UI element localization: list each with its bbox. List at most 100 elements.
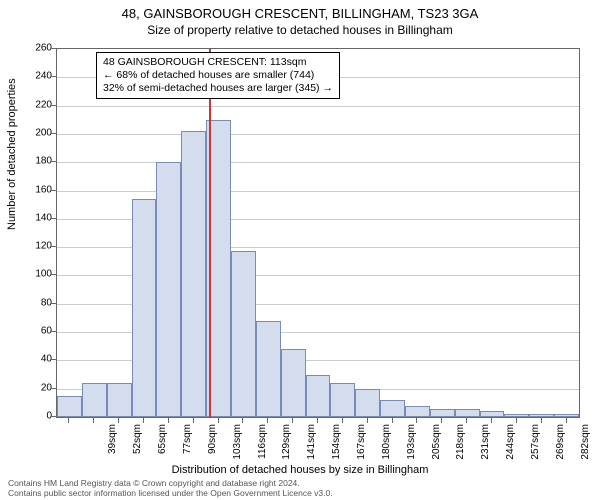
x-tick-mark xyxy=(491,418,492,423)
bar xyxy=(181,131,206,417)
x-tick-mark xyxy=(416,418,417,423)
x-tick-mark xyxy=(566,418,567,423)
bar xyxy=(306,375,331,417)
bar xyxy=(231,251,256,417)
y-tick-mark xyxy=(51,331,56,332)
x-tick-mark xyxy=(392,418,393,423)
gridline xyxy=(57,106,579,107)
bar xyxy=(480,411,505,417)
marker-line xyxy=(209,49,211,417)
y-tick-label: 140 xyxy=(22,212,52,223)
x-tick-label: 282sqm xyxy=(580,424,591,466)
x-tick-label: 180sqm xyxy=(381,424,392,466)
plot-area xyxy=(56,48,580,418)
x-tick-label: 141sqm xyxy=(306,424,317,466)
x-tick-label: 205sqm xyxy=(431,424,442,466)
y-tick-label: 240 xyxy=(22,71,52,82)
x-tick-label: 77sqm xyxy=(182,424,193,466)
y-tick-label: 0 xyxy=(22,411,52,422)
x-tick-label: 65sqm xyxy=(157,424,168,466)
x-tick-label: 269sqm xyxy=(555,424,566,466)
y-axis-label: Number of detached properties xyxy=(6,78,18,230)
x-tick-label: 167sqm xyxy=(356,424,367,466)
x-tick-mark xyxy=(292,418,293,423)
bar xyxy=(256,321,281,417)
x-tick-mark xyxy=(68,418,69,423)
gridline xyxy=(57,134,579,135)
chart-title: 48, GAINSBOROUGH CRESCENT, BILLINGHAM, T… xyxy=(0,0,600,21)
y-tick-mark xyxy=(51,359,56,360)
x-tick-mark xyxy=(367,418,368,423)
y-tick-label: 200 xyxy=(22,127,52,138)
y-tick-mark xyxy=(51,218,56,219)
bar xyxy=(554,414,579,417)
y-tick-label: 260 xyxy=(22,43,52,54)
x-tick-mark xyxy=(342,418,343,423)
annotation-line1: 48 GAINSBOROUGH CRESCENT: 113sqm xyxy=(103,56,333,69)
y-tick-mark xyxy=(51,133,56,134)
x-tick-label: 52sqm xyxy=(132,424,143,466)
x-tick-label: 90sqm xyxy=(207,424,218,466)
x-tick-label: 218sqm xyxy=(455,424,466,466)
bar xyxy=(82,383,107,417)
annotation-line2: ← 68% of detached houses are smaller (74… xyxy=(103,69,333,82)
x-tick-mark xyxy=(118,418,119,423)
x-tick-label: 244sqm xyxy=(505,424,516,466)
x-tick-mark xyxy=(193,418,194,423)
y-tick-mark xyxy=(51,416,56,417)
x-tick-label: 193sqm xyxy=(406,424,417,466)
footer-line2: Contains public sector information licen… xyxy=(8,489,333,498)
bar xyxy=(455,409,480,417)
chart-subtitle: Size of property relative to detached ho… xyxy=(0,21,600,37)
bar xyxy=(355,389,380,417)
y-tick-label: 80 xyxy=(22,297,52,308)
y-tick-label: 60 xyxy=(22,326,52,337)
gridline xyxy=(57,162,579,163)
y-tick-mark xyxy=(51,246,56,247)
y-tick-label: 120 xyxy=(22,241,52,252)
bar xyxy=(281,349,306,417)
y-tick-label: 100 xyxy=(22,269,52,280)
y-tick-mark xyxy=(51,303,56,304)
x-tick-mark xyxy=(93,418,94,423)
x-tick-mark xyxy=(267,418,268,423)
x-tick-mark xyxy=(168,418,169,423)
x-tick-mark xyxy=(317,418,318,423)
gridline xyxy=(57,191,579,192)
bar xyxy=(380,400,405,417)
bar xyxy=(430,409,455,417)
x-tick-label: 257sqm xyxy=(530,424,541,466)
y-tick-label: 160 xyxy=(22,184,52,195)
x-tick-label: 154sqm xyxy=(331,424,342,466)
x-tick-label: 39sqm xyxy=(107,424,118,466)
y-tick-label: 180 xyxy=(22,156,52,167)
y-tick-label: 220 xyxy=(22,99,52,110)
bar xyxy=(529,414,554,417)
footer: Contains HM Land Registry data © Crown c… xyxy=(8,479,333,498)
y-tick-mark xyxy=(51,76,56,77)
x-tick-mark xyxy=(466,418,467,423)
x-tick-mark xyxy=(242,418,243,423)
x-tick-mark xyxy=(516,418,517,423)
y-tick-label: 40 xyxy=(22,354,52,365)
bar xyxy=(132,199,157,417)
y-tick-mark xyxy=(51,388,56,389)
y-tick-label: 20 xyxy=(22,382,52,393)
y-tick-mark xyxy=(51,48,56,49)
bar xyxy=(57,396,82,417)
x-tick-mark xyxy=(441,418,442,423)
x-tick-label: 103sqm xyxy=(232,424,243,466)
y-tick-mark xyxy=(51,161,56,162)
bar xyxy=(504,414,529,417)
y-tick-mark xyxy=(51,190,56,191)
annotation-box: 48 GAINSBOROUGH CRESCENT: 113sqm ← 68% o… xyxy=(96,52,340,99)
y-tick-mark xyxy=(51,274,56,275)
x-tick-label: 129sqm xyxy=(281,424,292,466)
bar xyxy=(330,383,355,417)
x-tick-mark xyxy=(541,418,542,423)
annotation-line3: 32% of semi-detached houses are larger (… xyxy=(103,82,333,95)
x-tick-mark xyxy=(218,418,219,423)
x-tick-label: 231sqm xyxy=(480,424,491,466)
bar xyxy=(156,162,181,417)
y-tick-mark xyxy=(51,105,56,106)
